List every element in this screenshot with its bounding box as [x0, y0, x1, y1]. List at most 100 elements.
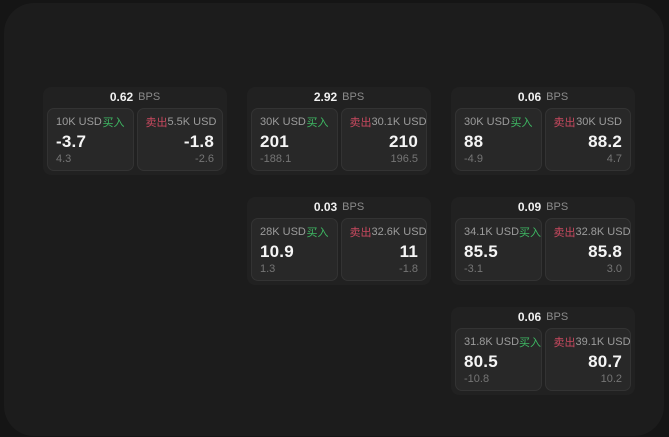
buy-quote-tile[interactable]: 28K USD 买入 10.9 1.3: [251, 218, 338, 281]
buy-price: 88: [464, 131, 484, 151]
bps-value: 0.06: [517, 310, 542, 324]
sell-secondary-value: -1.8: [399, 263, 418, 275]
bps-unit-label: BPS: [342, 91, 365, 103]
sell-price: 80.7: [588, 351, 622, 371]
buy-tile-header: 28K USD 买入: [260, 224, 329, 240]
buy-tile-header: 30K USD 买入: [464, 114, 533, 130]
app-panel: 0.62 BPS 10K USD 买入 -3.7 4.3 卖出 5.5K USD: [4, 3, 664, 436]
buy-notional: 34.1K USD: [464, 226, 520, 238]
buy-price: 10.9: [260, 241, 294, 261]
sell-notional: 5.5K USD: [167, 116, 217, 128]
sell-secondary-value: 4.7: [606, 153, 622, 165]
buy-side-label: 买入: [102, 117, 125, 129]
bps-unit-label: BPS: [546, 311, 569, 323]
sell-notional: 30.1K USD: [371, 116, 427, 128]
buy-quote-tile[interactable]: 31.8K USD 买入 80.5 -10.8: [455, 328, 542, 391]
sell-side-label: 卖出: [349, 227, 372, 239]
sell-quote-tile[interactable]: 卖出 32.8K USD 85.8 3.0: [544, 218, 631, 281]
buy-side-label: 买入: [306, 227, 329, 239]
buy-quote-tile[interactable]: 10K USD 买入 -3.7 4.3: [47, 108, 134, 171]
buy-side-label: 买入: [519, 227, 542, 239]
bps-unit-label: BPS: [546, 91, 569, 103]
buy-notional: 28K USD: [260, 226, 306, 238]
sell-notional: 39.1K USD: [575, 336, 631, 348]
sell-side-label: 卖出: [553, 117, 576, 129]
buy-price: 85.5: [464, 241, 498, 261]
bps-unit-label: BPS: [342, 201, 365, 213]
sell-quote-tile[interactable]: 卖出 32.6K USD 11 -1.8: [340, 218, 427, 281]
buy-notional: 10K USD: [56, 116, 102, 128]
card-body: 30K USD 买入 201 -188.1 卖出 30.1K USD 210 1…: [247, 108, 431, 175]
sell-notional: 32.6K USD: [371, 226, 427, 238]
sell-quote-tile[interactable]: 卖出 5.5K USD -1.8 -2.6: [136, 108, 223, 171]
bps-value: 2.92: [313, 90, 338, 104]
sell-secondary-value: 196.5: [390, 153, 418, 165]
buy-notional: 30K USD: [464, 116, 510, 128]
buy-price: 80.5: [464, 351, 498, 371]
card-header: 0.03 BPS: [247, 197, 431, 218]
sell-quote-tile[interactable]: 卖出 30.1K USD 210 196.5: [340, 108, 427, 171]
buy-side-label: 买入: [519, 337, 542, 349]
card-header: 2.92 BPS: [247, 87, 431, 108]
bps-unit-label: BPS: [546, 201, 569, 213]
sell-side-label: 卖出: [145, 117, 168, 129]
buy-price: -3.7: [56, 131, 87, 151]
quote-card: 0.06 BPS 31.8K USD 买入 80.5 -10.8 卖出 39.1…: [451, 307, 635, 395]
sell-price: -1.8: [183, 131, 214, 151]
sell-tile-header: 卖出 30.1K USD: [349, 114, 427, 130]
buy-tile-header: 34.1K USD 买入: [464, 224, 541, 240]
card-header: 0.06 BPS: [451, 87, 635, 108]
quote-card: 0.03 BPS 28K USD 买入 10.9 1.3 卖出 32.6K US…: [247, 197, 431, 285]
buy-quote-tile[interactable]: 30K USD 买入 88 -4.9: [455, 108, 542, 171]
sell-tile-header: 卖出 30K USD: [554, 114, 623, 130]
sell-side-label: 卖出: [553, 337, 576, 349]
sell-tile-header: 卖出 32.8K USD: [553, 224, 631, 240]
card-header: 0.06 BPS: [451, 307, 635, 328]
sell-secondary-value: 10.2: [600, 373, 622, 385]
sell-tile-header: 卖出 32.6K USD: [349, 224, 427, 240]
bps-value: 0.06: [517, 90, 542, 104]
card-body: 34.1K USD 买入 85.5 -3.1 卖出 32.8K USD 85.8…: [451, 218, 635, 285]
quote-card: 0.06 BPS 30K USD 买入 88 -4.9 卖出 30K USD: [451, 87, 635, 175]
buy-secondary-value: 4.3: [56, 153, 72, 165]
card-body: 10K USD 买入 -3.7 4.3 卖出 5.5K USD -1.8 -2.…: [43, 108, 227, 175]
sell-notional: 30K USD: [576, 116, 622, 128]
sell-side-label: 卖出: [553, 227, 576, 239]
card-body: 28K USD 买入 10.9 1.3 卖出 32.6K USD 11 -1.8: [247, 218, 431, 285]
sell-notional: 32.8K USD: [575, 226, 631, 238]
sell-price: 11: [399, 241, 418, 261]
quote-card-grid: 0.62 BPS 10K USD 买入 -3.7 4.3 卖出 5.5K USD: [43, 87, 635, 395]
buy-side-label: 买入: [306, 117, 329, 129]
quote-card: 0.62 BPS 10K USD 买入 -3.7 4.3 卖出 5.5K USD: [43, 87, 227, 175]
card-header: 0.62 BPS: [43, 87, 227, 108]
sell-side-label: 卖出: [349, 117, 372, 129]
sell-quote-tile[interactable]: 卖出 30K USD 88.2 4.7: [544, 108, 631, 171]
bps-value: 0.62: [109, 90, 134, 104]
quote-card: 0.09 BPS 34.1K USD 买入 85.5 -3.1 卖出 32.8K…: [451, 197, 635, 285]
sell-quote-tile[interactable]: 卖出 39.1K USD 80.7 10.2: [544, 328, 631, 391]
card-body: 31.8K USD 买入 80.5 -10.8 卖出 39.1K USD 80.…: [451, 328, 635, 395]
sell-price: 210: [389, 131, 418, 151]
buy-quote-tile[interactable]: 34.1K USD 买入 85.5 -3.1: [455, 218, 542, 281]
card-body: 30K USD 买入 88 -4.9 卖出 30K USD 88.2 4.7: [451, 108, 635, 175]
bps-unit-label: BPS: [138, 91, 161, 103]
buy-secondary-value: 1.3: [260, 263, 276, 275]
sell-price: 85.8: [588, 241, 622, 261]
buy-notional: 30K USD: [260, 116, 306, 128]
quote-card: 2.92 BPS 30K USD 买入 201 -188.1 卖出 30.1K …: [247, 87, 431, 175]
buy-tile-header: 31.8K USD 买入: [464, 334, 541, 350]
sell-price: 88.2: [588, 131, 622, 151]
buy-side-label: 买入: [510, 117, 533, 129]
buy-price: 201: [260, 131, 289, 151]
buy-quote-tile[interactable]: 30K USD 买入 201 -188.1: [251, 108, 338, 171]
sell-tile-header: 卖出 39.1K USD: [553, 334, 631, 350]
sell-secondary-value: 3.0: [606, 263, 622, 275]
buy-secondary-value: -4.9: [464, 153, 483, 165]
buy-tile-header: 30K USD 买入: [260, 114, 329, 130]
buy-secondary-value: -10.8: [464, 373, 490, 385]
buy-tile-header: 10K USD 买入: [56, 114, 125, 130]
bps-value: 0.09: [517, 200, 542, 214]
buy-secondary-value: -3.1: [464, 263, 483, 275]
bps-value: 0.03: [313, 200, 338, 214]
buy-secondary-value: -188.1: [260, 153, 292, 165]
